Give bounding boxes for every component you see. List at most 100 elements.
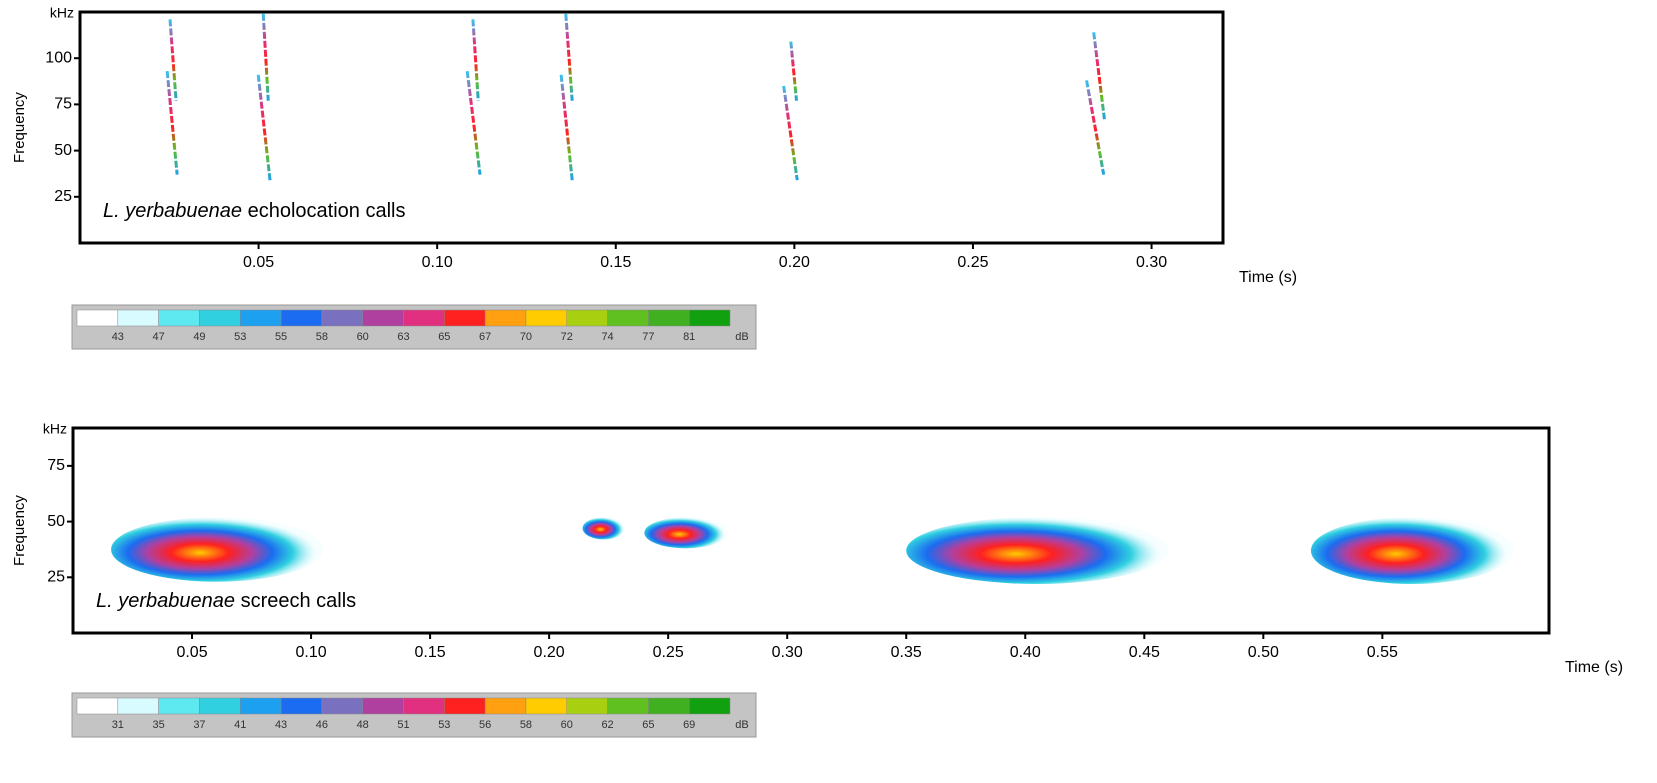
x-tick-label: 0.45 [1129, 644, 1160, 661]
colorbar-swatch [688, 309, 731, 327]
x-axis-label: Time (s) [1565, 659, 1623, 676]
colorbar-tick-label: 81 [683, 331, 695, 343]
panel-title: L. yerbabuenae screech calls [96, 590, 356, 612]
title-species: L. yerbabuenae [103, 200, 242, 222]
call-sweep [1092, 32, 1106, 120]
colorbar-swatch [484, 309, 527, 327]
x-tick-label: 0.15 [600, 254, 631, 271]
y-tick-label: 25 [54, 188, 72, 205]
colorbar-swatch [321, 309, 363, 327]
y-tick-label: 25 [47, 569, 65, 586]
colorbar-tick-label: 43 [112, 331, 124, 343]
colorbar-tick-label: 48 [357, 719, 369, 731]
x-tick-label: 0.10 [422, 254, 453, 271]
colorbar-tick-label: 69 [683, 719, 695, 731]
colorbar-swatch [403, 697, 445, 715]
call-sweep [168, 19, 178, 101]
x-tick-label: 0.20 [779, 254, 810, 271]
x-tick-label: 0.50 [1248, 644, 1279, 661]
colorbar-swatch [117, 309, 159, 327]
colorbar-swatch [117, 697, 159, 715]
colorbar-tick-label: 47 [153, 331, 165, 343]
colorbar-tick-label: 62 [601, 719, 613, 731]
call-region [582, 517, 626, 540]
colorbar-swatch [525, 697, 567, 715]
colorbar-tick-label: 60 [357, 331, 369, 343]
colorbar-tick-label: 55 [275, 331, 287, 343]
call-sweep [1085, 80, 1106, 175]
colorbar-swatch [199, 309, 241, 327]
colorbar-swatch [199, 697, 241, 715]
colorbar-tick-label: 77 [642, 331, 654, 343]
colorbar-swatch [607, 697, 649, 715]
colorbar-swatch [403, 309, 445, 327]
title-text: screech calls [241, 590, 357, 612]
colorbar-tick-label: 58 [520, 719, 532, 731]
colorbar-tick-label: 70 [520, 331, 532, 343]
colorbar-swatch [76, 697, 119, 715]
colorbar-swatch [362, 309, 404, 327]
call-region [1310, 517, 1514, 584]
colorbar-swatch [525, 309, 567, 327]
colorbar-swatch [76, 309, 119, 327]
colorbar-swatch [240, 697, 282, 715]
colorbar-swatch [688, 697, 731, 715]
colorbar-tick-label: 67 [479, 331, 491, 343]
y-unit: kHz [50, 5, 74, 21]
colorbar-tick-label: 35 [153, 719, 165, 731]
colorbar-swatch [444, 309, 486, 327]
y-tick-label: 50 [47, 513, 65, 530]
call-region [111, 517, 323, 582]
colorbar-tick-label: 60 [561, 719, 573, 731]
colorbar-swatch [240, 309, 282, 327]
colorbar-swatch [607, 309, 649, 327]
call-sweep [165, 70, 179, 175]
colorbar-swatch [484, 697, 527, 715]
colorbar-tick-label: 51 [397, 719, 409, 731]
colorbar-swatch [321, 697, 363, 715]
colorbar-unit: dB [735, 719, 748, 731]
colorbar-swatch [444, 697, 486, 715]
colorbar-tick-label: 74 [601, 331, 613, 343]
call-region [906, 517, 1169, 584]
colorbar-tick-label: 46 [316, 719, 328, 731]
colorbar-tick-label: 41 [234, 719, 246, 731]
panel-title: L. yerbabuenae echolocation calls [103, 200, 405, 222]
colorbar-swatch [158, 697, 200, 715]
x-tick-label: 0.35 [891, 644, 922, 661]
x-tick-label: 0.55 [1367, 644, 1398, 661]
x-tick-label: 0.10 [295, 644, 326, 661]
colorbar-swatch [566, 309, 608, 327]
title-species: L. yerbabuenae [96, 590, 235, 612]
colorbar-unit: dB [735, 331, 748, 343]
title-text: echolocation calls [248, 200, 406, 222]
x-tick-label: 0.05 [243, 254, 274, 271]
colorbar-tick-label: 53 [438, 719, 450, 731]
x-tick-label: 0.30 [1136, 254, 1167, 271]
colorbar-tick-label: 56 [479, 719, 491, 731]
colorbar-tick-label: 72 [561, 331, 573, 343]
call-sweep [789, 41, 799, 101]
y-tick-label: 50 [54, 142, 72, 159]
colorbar-swatch [280, 309, 323, 327]
x-tick-label: 0.30 [772, 644, 803, 661]
y-tick-label: 100 [45, 49, 72, 66]
colorbar-tick-label: 58 [316, 331, 328, 343]
y-tick-label: 75 [47, 457, 65, 474]
colorbar-tick-label: 63 [397, 331, 409, 343]
colorbar-swatch [280, 697, 323, 715]
colorbar-tick-label: 37 [193, 719, 205, 731]
colorbar-swatch [566, 697, 608, 715]
colorbar-swatch [648, 697, 690, 715]
colorbar-tick-label: 43 [275, 719, 287, 731]
colorbar-swatch [648, 309, 690, 327]
call-sweep [471, 19, 480, 101]
x-axis-label: Time (s) [1239, 269, 1297, 286]
y-axis-label: Frequency [11, 92, 28, 163]
y-tick-label: 75 [54, 96, 72, 113]
colorbar-tick-label: 65 [438, 331, 450, 343]
x-tick-label: 0.40 [1010, 644, 1041, 661]
x-tick-label: 0.05 [176, 644, 207, 661]
